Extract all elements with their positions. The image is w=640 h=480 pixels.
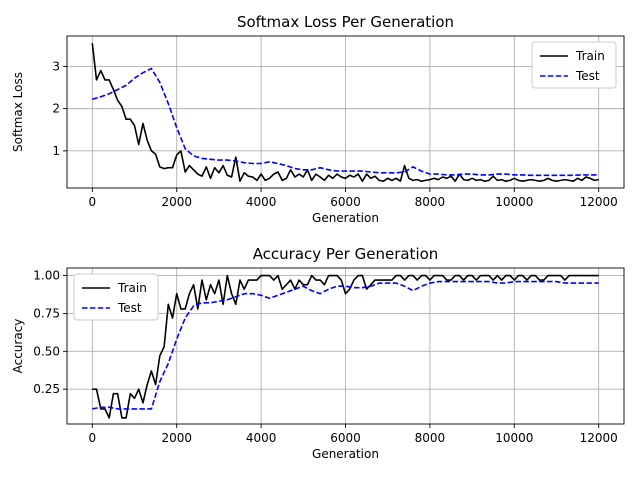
y-tick-label: 0.50 (33, 344, 60, 358)
y-axis-label: Softmax Loss (11, 72, 25, 152)
y-tick-label: 0.75 (33, 306, 60, 320)
chart-panel-2: 0 2000 4000 6000 8000 10000 12000 0.25 0.50 0.75 1… (11, 245, 625, 461)
y-tick-label: 1.00 (33, 269, 60, 283)
x-tick-label: 6000 (330, 195, 361, 209)
x-tick-label: 10000 (495, 431, 533, 445)
x-tick-label: 0 (88, 195, 96, 209)
y-tick-label: 3 (52, 59, 60, 73)
series-line-train (91, 43, 599, 182)
x-tick-label: 4000 (246, 431, 277, 445)
y-tick-label: 0.25 (33, 382, 60, 396)
series-line-test (92, 67, 599, 177)
legend-label-test: Test (117, 301, 142, 315)
legend: Train Test (73, 273, 159, 321)
y-tick-label: 2 (52, 102, 60, 116)
x-axis-label: Generation (312, 447, 379, 461)
legend-label-train: Train (117, 281, 147, 295)
x-axis-label: Generation (312, 211, 379, 225)
x-tick-label: 12000 (580, 431, 618, 445)
chart-panel-1: 0 2000 4000 6000 8000 10000 12000 1 2 3 Softmax Lo… (11, 13, 625, 225)
legend: Train Test (531, 41, 617, 89)
x-tick-label: 4000 (246, 195, 277, 209)
y-axis-label: Accuracy (11, 319, 25, 374)
legend-label-train: Train (575, 49, 605, 63)
x-tick-label: 12000 (580, 195, 618, 209)
y-tick-label: 1 (52, 144, 60, 158)
x-tick-label: 10000 (495, 195, 533, 209)
legend-label-test: Test (575, 69, 600, 83)
x-tick-label: 2000 (161, 431, 192, 445)
series-line-train (92, 274, 599, 419)
x-tick-label: 6000 (330, 431, 361, 445)
x-tick-label: 2000 (161, 195, 192, 209)
chart-title: Softmax Loss Per Generation (237, 13, 454, 31)
x-tick-label: 0 (88, 431, 96, 445)
x-tick-label: 8000 (415, 431, 446, 445)
x-tick-label: 8000 (415, 195, 446, 209)
chart-title: Accuracy Per Generation (253, 245, 439, 263)
